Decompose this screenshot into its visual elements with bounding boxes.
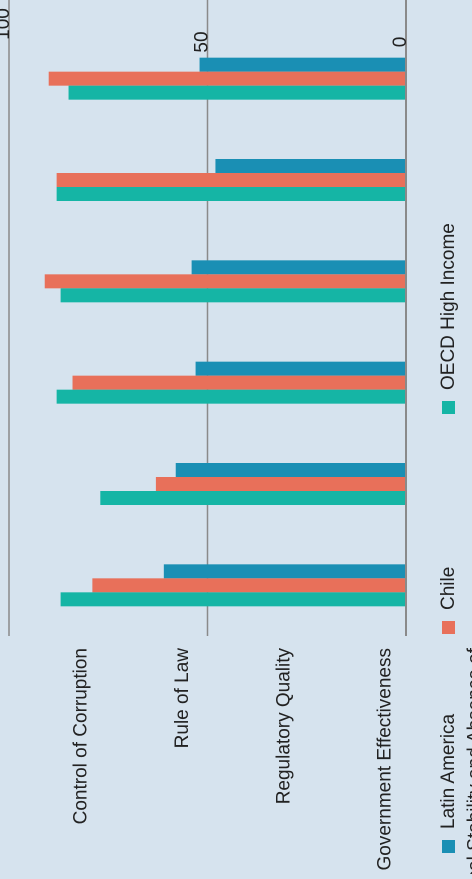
- bar: [57, 390, 406, 404]
- category-label: Control of Corruption: [71, 648, 92, 824]
- labels-layer: Control of Corruption Rule of Law Regulato…: [71, 647, 472, 874]
- bar: [61, 592, 406, 606]
- category-label: Government Effectiveness: [375, 648, 396, 870]
- category-label-line: Regulatory Quality: [273, 648, 294, 805]
- category-label-line: Rule of Law: [172, 648, 193, 749]
- bar: [49, 72, 406, 86]
- bar: [73, 376, 406, 390]
- bar: [215, 159, 406, 173]
- bar: [156, 477, 406, 491]
- bar: [196, 362, 406, 376]
- tick-label: 0: [390, 37, 411, 48]
- legend-swatch: [442, 401, 455, 414]
- category-label: Rule of Law: [172, 648, 193, 749]
- category-label-line: Government Effectiveness: [375, 648, 396, 870]
- category-label-line: Control of Corruption: [71, 648, 92, 824]
- category-label: Regulatory Quality: [273, 648, 294, 805]
- bar: [164, 564, 406, 578]
- bar: [100, 491, 406, 505]
- category-label-line: Political Stability and Absence of: [465, 647, 472, 874]
- bars-layer: [45, 58, 406, 607]
- bar: [92, 578, 406, 592]
- bar: [176, 463, 406, 477]
- legend-swatch: [442, 840, 455, 853]
- legend-label: OECD High Income: [438, 223, 459, 390]
- category-label: Political Stability and Absence ofViolen…: [465, 647, 472, 874]
- tick-label: 100: [0, 8, 14, 40]
- legend-label: Latin America: [438, 713, 459, 829]
- bar: [45, 274, 406, 288]
- legend-swatch: [442, 621, 455, 634]
- bar: [200, 58, 406, 72]
- bar: [69, 86, 406, 100]
- tick-label: 50: [192, 31, 213, 52]
- bar: [61, 288, 406, 302]
- legend-label: Chile: [438, 567, 459, 610]
- bar: [192, 260, 406, 274]
- legend: Latin America Chile OECD High Income: [438, 223, 459, 853]
- bar: [57, 187, 406, 201]
- bar: [57, 173, 406, 187]
